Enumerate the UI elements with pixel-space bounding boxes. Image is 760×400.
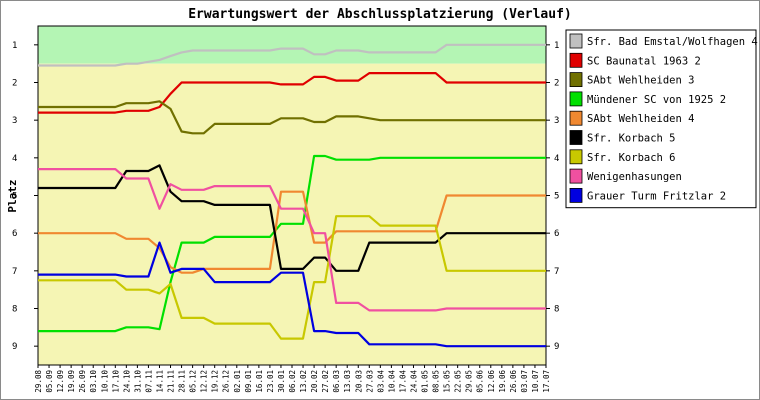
x-tick-label: 26.12 (222, 370, 231, 393)
y-tick-label-right: 3 (554, 116, 559, 126)
x-tick-label: 26.06 (509, 370, 518, 393)
x-tick-label: 03.07 (520, 370, 529, 393)
legend-label: Sfr. Korbach 5 (587, 133, 676, 145)
legend-swatch (569, 110, 583, 126)
legend-swatch (569, 149, 583, 165)
x-tick-label: 29.05 (465, 370, 474, 393)
x-tick-label: 10.10 (100, 370, 109, 393)
y-tick-label: 1 (12, 41, 17, 51)
y-tick-label: 7 (12, 267, 17, 277)
legend-swatch (569, 130, 583, 145)
series-line (38, 190, 546, 274)
x-tick-label: 09.01 (244, 370, 253, 393)
x-tick-label: 02.01 (233, 370, 242, 393)
legend: Sfr. Bad Emstal/Wolfhagen 4 SC Baunatal 1… (565, 29, 758, 209)
legend-box (565, 29, 757, 209)
series-line (38, 100, 546, 135)
x-tick-label: 03.04 (376, 370, 385, 393)
x-tick-label: 20.03 (354, 370, 363, 393)
x-tick-label: 12.09 (56, 370, 65, 393)
y-tick-label-right: 1 (554, 41, 559, 51)
x-tick-label: 30.01 (277, 370, 286, 393)
legend-label: Grauer Turm Fritzlar 2 (587, 190, 726, 202)
y-tick-label-right: 8 (554, 305, 559, 315)
y-tick-label-right: 7 (554, 267, 559, 277)
y-tick-label-right: 6 (554, 229, 559, 239)
y-tick-label: 2 (12, 79, 17, 89)
legend-label: Sfr. Bad Emstal/Wolfhagen 4 (587, 36, 758, 48)
x-tick-label: 19.12 (211, 370, 220, 393)
legend-swatch (569, 72, 583, 87)
legend-swatch (569, 52, 583, 68)
x-tick-label: 23.01 (266, 370, 275, 393)
y-tick-label: 3 (12, 116, 17, 126)
x-tick-label: 07.11 (144, 370, 153, 393)
x-tick-label: 31.10 (133, 370, 142, 393)
series-line (38, 215, 546, 340)
y-axis-label: Platz (6, 179, 19, 212)
series-line (38, 154, 546, 333)
legend-label: Sfr. Korbach 6 (587, 152, 676, 164)
legend-label: Mündener SC von 1925 2 (587, 94, 726, 106)
x-tick-label: 28.11 (178, 370, 187, 393)
x-tick-label: 05.09 (45, 370, 54, 393)
series-line (38, 168, 546, 312)
legend-swatch (569, 187, 583, 203)
x-tick-label: 15.05 (443, 370, 452, 393)
y-tick-label: 5 (12, 192, 17, 202)
legend-swatch (569, 91, 583, 107)
legend-label: Wenigenhasungen (587, 171, 682, 183)
legend-swatch (569, 33, 583, 49)
legend-label: SAbt Wehlheiden 4 (587, 113, 694, 125)
x-tick-label: 20.02 (310, 370, 319, 393)
x-tick-label: 13.03 (343, 370, 352, 393)
x-tick-label: 17.07 (542, 370, 551, 393)
legend-swatch (569, 168, 583, 184)
x-tick-label: 27.02 (321, 370, 330, 393)
x-tick-label: 05.12 (189, 370, 198, 393)
y-tick-label-right: 4 (554, 154, 559, 164)
series-line (38, 72, 546, 114)
x-tick-label: 22.05 (454, 370, 463, 393)
x-tick-label: 24.10 (122, 370, 131, 393)
x-tick-label: 17.04 (398, 370, 407, 393)
x-tick-label: 06.02 (288, 370, 297, 393)
chart-title: Erwartungswert der Abschlussplatzierung … (188, 7, 572, 22)
x-tick-label: 16.01 (255, 370, 264, 393)
x-tick-label: 03.10 (89, 370, 98, 393)
plot-area: 1 12 23 34 45 56 67 78 89 929.08 05.09 12.09 19.09 26… (12, 25, 559, 393)
series-line (38, 43, 546, 67)
y-tick-label-right: 2 (554, 79, 559, 89)
y-tick-label-right: 9 (554, 342, 559, 352)
x-tick-label: 27.03 (365, 370, 374, 393)
legend-label: SAbt Wehlheiden 3 (587, 75, 694, 87)
series-line (38, 241, 546, 348)
x-tick-label: 10.04 (387, 370, 396, 393)
x-tick-label: 12.12 (200, 370, 209, 393)
y-tick-label: 6 (12, 229, 17, 239)
x-tick-label: 19.06 (498, 370, 507, 393)
x-tick-label: 13.02 (299, 370, 308, 393)
y-tick-label-right: 5 (554, 192, 559, 202)
y-tick-label: 4 (12, 154, 17, 164)
x-tick-label: 17.10 (111, 370, 120, 393)
x-tick-label: 01.05 (421, 370, 430, 393)
x-tick-label: 05.06 (476, 370, 485, 393)
x-tick-label: 24.04 (409, 370, 418, 393)
x-tick-label: 26.09 (78, 370, 87, 393)
x-tick-label: 19.09 (67, 370, 76, 393)
x-tick-label: 14.11 (155, 370, 164, 393)
x-tick-label: 21.11 (167, 370, 176, 393)
x-tick-label: 29.08 (34, 370, 43, 393)
x-tick-label: 08.05 (432, 370, 441, 393)
x-tick-label: 10.07 (531, 370, 540, 393)
y-tick-label: 9 (12, 342, 17, 352)
x-tick-label: 12.06 (487, 370, 496, 393)
zone-mid (38, 63, 546, 366)
x-tick-label: 06.03 (332, 370, 341, 393)
y-tick-label: 8 (12, 305, 17, 315)
legend-label: SC Baunatal 1963 2 (587, 55, 701, 67)
